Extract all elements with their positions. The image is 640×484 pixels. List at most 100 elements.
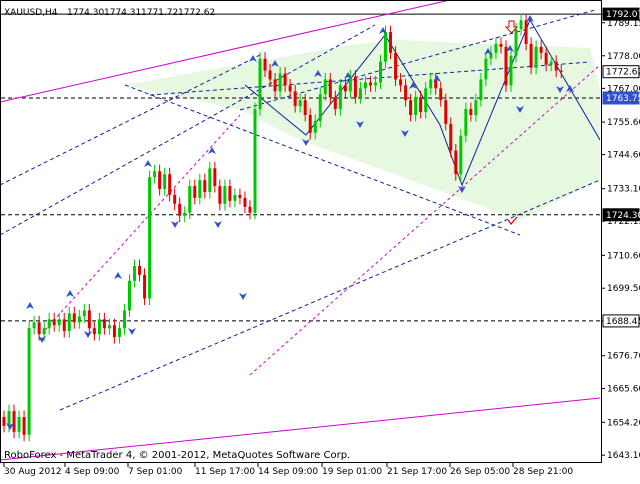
candle-body: [444, 100, 448, 124]
candle-body: [138, 265, 142, 275]
fractal-down-arrow-icon: [458, 186, 466, 193]
candle-body: [519, 20, 523, 30]
candle-body: [133, 265, 137, 281]
candle-body: [27, 328, 31, 435]
candle-body: [479, 79, 483, 101]
channel-line-dashed: [44, 114, 241, 331]
price-tag-label: 1724.30: [606, 211, 640, 221]
candle-body: [429, 79, 433, 89]
price-tag-label: 1688.45: [606, 317, 640, 327]
fractal-down-arrow-icon: [302, 139, 310, 146]
price-tag-label: 1792.07: [606, 10, 640, 20]
fractal-down-arrow-icon: [6, 423, 14, 430]
x-axis-tick-label: 28 Sep 21:00: [513, 467, 573, 477]
y-axis-tick-label: 1722.15: [607, 217, 640, 227]
candle-body: [228, 186, 232, 201]
copyright-label: RoboForex - MetaTrader 4, © 2001-2012, M…: [4, 450, 350, 461]
high-value: 1774.31: [104, 8, 141, 18]
candle-body: [544, 52, 548, 65]
candle-body: [102, 319, 106, 329]
trend-line: [0, 24, 376, 236]
candle-body: [42, 328, 46, 335]
candle-body: [449, 123, 453, 151]
candle-body: [313, 120, 317, 133]
candle-body: [394, 52, 398, 80]
y-axis-tick-label: 1744.60: [607, 151, 640, 161]
candle-body: [37, 322, 41, 335]
candle-body: [333, 97, 337, 110]
candle-body: [243, 197, 247, 207]
fractal-up-arrow-icon: [144, 160, 152, 167]
candle-body: [12, 411, 16, 432]
candle-body: [539, 46, 543, 53]
fractal-up-arrow-icon: [506, 45, 514, 52]
x-axis-tick-label: 19 Sep 01:00: [322, 467, 382, 477]
trend-line: [239, 9, 596, 111]
low-value: 1771.72: [141, 8, 178, 18]
candle-body: [168, 174, 172, 195]
candle-body: [198, 180, 202, 198]
candle-body: [7, 411, 11, 426]
candle-body: [128, 280, 131, 311]
fractal-down-arrow-icon: [516, 106, 524, 113]
candle-body: [2, 416, 6, 426]
candle-body: [379, 61, 382, 83]
candle-body: [288, 85, 292, 92]
candle-body: [529, 43, 533, 68]
price-tag: [602, 7, 640, 21]
candle-body: [253, 109, 257, 213]
y-axis-tick-label: 1676.70: [607, 352, 640, 362]
candle-body: [318, 94, 322, 121]
candle-body: [233, 194, 237, 201]
price-tag: [602, 208, 640, 222]
plot-border: [0, 0, 602, 463]
x-axis-tick-label: 7 Sep 01:00: [128, 467, 183, 477]
y-axis-tick-label: 1733.10: [607, 185, 640, 195]
price-tag: [602, 65, 640, 79]
candle-body: [298, 100, 302, 107]
price-tag: [602, 314, 640, 328]
candle-body: [17, 416, 21, 432]
candle-body: [338, 85, 342, 110]
candle-body: [223, 186, 227, 204]
candle-body: [464, 109, 468, 136]
fractal-up-arrow-icon: [271, 60, 279, 67]
candle-body: [348, 76, 352, 92]
candle-body: [549, 61, 553, 65]
price-tag-label: 1763.75: [606, 94, 640, 104]
candle-body: [534, 46, 538, 68]
candle-body: [52, 319, 56, 326]
candle-body: [178, 203, 182, 216]
fractal-down-arrow-icon: [556, 86, 564, 93]
x-axis-tick-label: 26 Sep 05:00: [450, 467, 510, 477]
candle-body: [97, 319, 101, 335]
candle-body: [474, 100, 478, 115]
candle-body: [328, 79, 332, 98]
candle-body: [117, 328, 121, 338]
y-axis-tick-label: 1778.00: [607, 52, 640, 62]
candle-body: [524, 20, 528, 44]
channel-line-upper: [0, 0, 451, 103]
candle-body: [489, 52, 493, 59]
candle-body: [353, 76, 357, 98]
fractal-up-arrow-icon: [26, 302, 34, 309]
candle-body: [32, 322, 36, 329]
candle-body: [188, 186, 192, 213]
candle-body: [469, 109, 473, 115]
fractal-up-arrow-icon: [208, 147, 216, 154]
candle-body: [183, 212, 187, 216]
candle-body: [72, 313, 76, 323]
candle-body: [554, 61, 558, 71]
candle-body: [363, 82, 367, 89]
fractal-up-arrow-icon: [114, 272, 122, 279]
candle-body: [87, 310, 91, 329]
price-tag-label: 1772.62: [606, 68, 640, 78]
candle-body: [153, 171, 157, 178]
candle-body: [559, 70, 563, 72]
candle-body: [454, 150, 458, 175]
candle-body: [308, 114, 312, 133]
fractal-up-arrow-icon: [66, 290, 74, 297]
candle-body: [389, 32, 393, 53]
candle-body: [434, 79, 438, 89]
